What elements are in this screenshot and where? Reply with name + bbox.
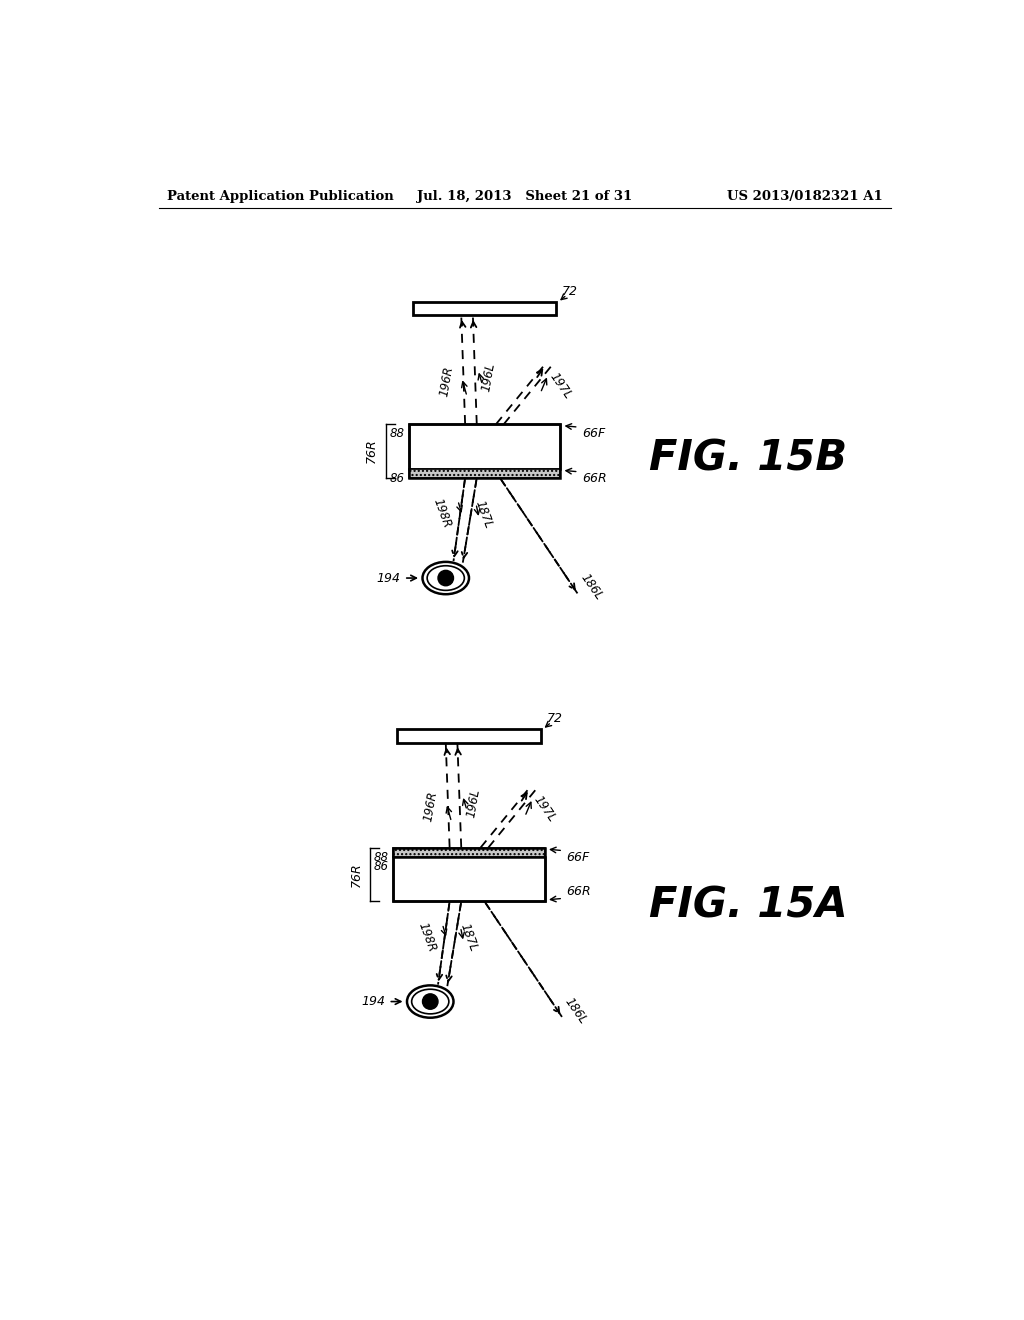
Bar <box>393 857 545 902</box>
Text: 66R: 66R <box>582 471 606 484</box>
Text: 186L: 186L <box>578 572 605 603</box>
Text: 196R: 196R <box>422 791 439 822</box>
Text: 66F: 66F <box>582 428 605 440</box>
Ellipse shape <box>423 994 438 1010</box>
Text: 76R: 76R <box>350 862 362 887</box>
Text: 72: 72 <box>562 285 579 298</box>
Bar <box>409 424 560 478</box>
Text: 66F: 66F <box>566 850 590 863</box>
Text: Patent Application Publication: Patent Application Publication <box>167 190 393 203</box>
Text: 186L: 186L <box>562 995 590 1027</box>
Text: 76R: 76R <box>366 438 378 463</box>
Ellipse shape <box>438 570 454 586</box>
Text: 194: 194 <box>361 995 385 1008</box>
Text: 197L: 197L <box>547 370 574 401</box>
Text: 88: 88 <box>374 850 389 863</box>
Text: 196L: 196L <box>464 788 482 818</box>
Text: 88: 88 <box>389 428 404 440</box>
Text: US 2013/0182321 A1: US 2013/0182321 A1 <box>727 190 883 203</box>
Text: 86: 86 <box>389 471 404 484</box>
Bar <box>393 847 545 857</box>
Bar <box>397 729 541 743</box>
Bar <box>393 847 545 902</box>
Text: 196R: 196R <box>437 366 456 397</box>
Text: 66R: 66R <box>566 886 591 899</box>
Text: 86: 86 <box>374 859 389 873</box>
Text: 187L: 187L <box>473 498 495 531</box>
Text: Jul. 18, 2013   Sheet 21 of 31: Jul. 18, 2013 Sheet 21 of 31 <box>417 190 633 203</box>
Text: 197L: 197L <box>531 793 558 825</box>
Text: FIG. 15A: FIG. 15A <box>648 884 847 927</box>
Text: 187L: 187L <box>457 921 479 953</box>
Text: 72: 72 <box>547 713 562 726</box>
Text: 196L: 196L <box>480 362 498 393</box>
Text: 198R: 198R <box>416 920 438 953</box>
Bar <box>409 424 560 469</box>
Bar <box>413 302 556 315</box>
Text: 198R: 198R <box>431 496 454 531</box>
Bar <box>409 469 560 478</box>
Text: FIG. 15B: FIG. 15B <box>649 438 847 479</box>
Text: 194: 194 <box>377 572 400 585</box>
